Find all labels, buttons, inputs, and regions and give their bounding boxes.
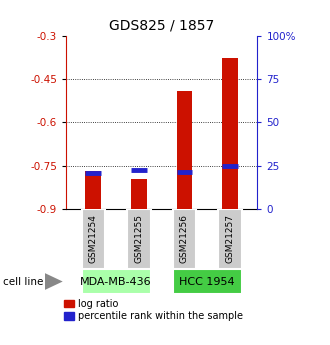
Title: GDS825 / 1857: GDS825 / 1857 — [109, 18, 214, 32]
Bar — [218, 209, 242, 269]
Bar — [127, 209, 150, 269]
Bar — [131, 178, 147, 209]
Text: cell line: cell line — [3, 277, 44, 286]
Bar — [82, 209, 105, 269]
Polygon shape — [45, 273, 63, 290]
Text: GSM21254: GSM21254 — [89, 215, 98, 263]
Text: GSM21257: GSM21257 — [226, 214, 235, 264]
Bar — [177, 91, 192, 209]
Legend: log ratio, percentile rank within the sample: log ratio, percentile rank within the sa… — [64, 299, 243, 321]
Text: HCC 1954: HCC 1954 — [180, 277, 235, 286]
Bar — [82, 269, 150, 294]
Text: MDA-MB-436: MDA-MB-436 — [80, 277, 152, 286]
Bar — [173, 209, 196, 269]
Text: GSM21255: GSM21255 — [134, 214, 144, 264]
Text: GSM21256: GSM21256 — [180, 214, 189, 264]
Bar — [85, 171, 101, 209]
Bar — [222, 58, 238, 209]
Bar — [173, 269, 242, 294]
